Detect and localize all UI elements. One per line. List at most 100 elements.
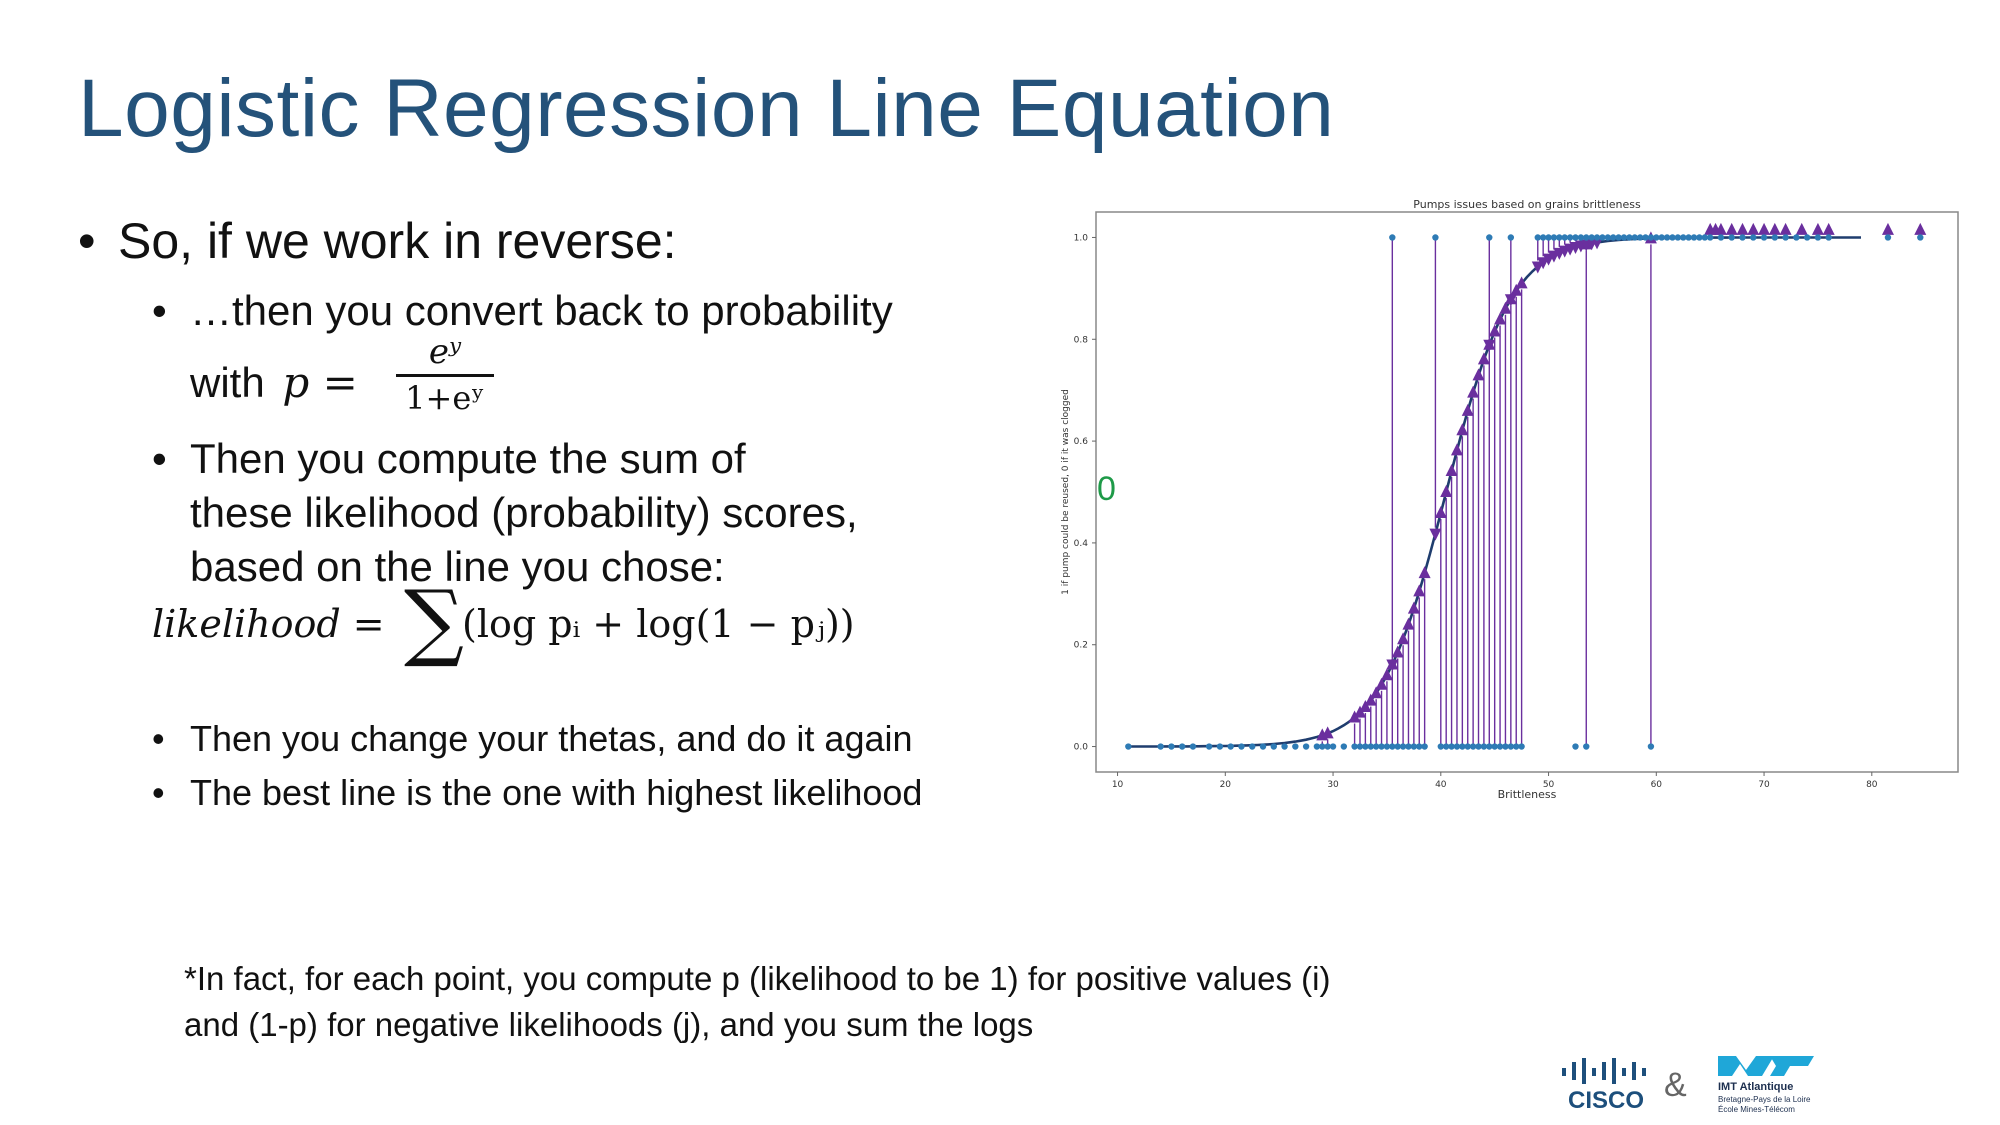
data-point-y0 (1491, 743, 1498, 750)
triangle-up-marker (1747, 222, 1760, 235)
data-point-y0 (1324, 743, 1331, 750)
data-point-y1 (1917, 234, 1924, 241)
data-point-y0 (1189, 743, 1197, 750)
data-point-y0 (1319, 743, 1326, 750)
triangle-up-marker (1380, 668, 1393, 681)
triangle-up-marker (1370, 686, 1383, 699)
cisco-wordmark: CISCO (1568, 1087, 1644, 1110)
data-point-y1 (1696, 234, 1703, 241)
likelihood-formula: likelihood = ∑ (log pᵢ + log(1 − pⱼ)) (152, 572, 855, 670)
data-point-y1 (1556, 234, 1563, 241)
triangle-up-marker (1499, 301, 1512, 314)
triangle-up-marker (1822, 222, 1835, 235)
data-point-y0 (1168, 743, 1175, 750)
triangle-up-marker (1881, 222, 1894, 235)
data-point-y1 (1690, 234, 1698, 241)
data-point-y0 (1405, 743, 1412, 750)
data-point-y1 (1561, 234, 1568, 241)
data-point-y1 (1593, 234, 1601, 241)
data-point-y0 (1179, 743, 1186, 750)
triangle-down-marker (1429, 528, 1442, 541)
data-point-y1 (1642, 234, 1649, 241)
data-point-y0 (1292, 743, 1299, 750)
data-point-y0 (1394, 743, 1401, 750)
data-point-y1 (1728, 234, 1735, 241)
data-point-y1 (1539, 234, 1547, 241)
sub-bullet-2-line1: Then you compute the sum of (190, 435, 746, 482)
bullet-dot: • (152, 287, 167, 334)
data-point-y0 (1205, 743, 1213, 750)
triangle-up-marker (1418, 566, 1431, 579)
data-point-y1 (1825, 234, 1832, 241)
data-point-y0 (1513, 743, 1520, 750)
data-point-y1 (1680, 234, 1687, 241)
data-point-y1 (1669, 234, 1676, 241)
data-point-y0 (1464, 743, 1471, 750)
triangle-up-marker (1359, 700, 1372, 713)
y-tick-label: 1.0 (1074, 233, 1089, 243)
data-point-y0 (1410, 743, 1418, 750)
imt-line1: IMT Atlantique (1718, 1081, 1793, 1093)
data-point-y0 (1507, 743, 1515, 750)
data-point-y1 (1663, 234, 1671, 241)
data-point-y1 (1604, 234, 1612, 241)
data-point-y0 (1647, 743, 1655, 750)
sub-bullet-2-line3: based on the line you chose: (190, 543, 725, 590)
main-bullet-text: So, if we work in reverse: (118, 213, 677, 269)
footnote-line2: and (1-p) for negative likelihoods (j), … (184, 1006, 1034, 1043)
data-point-y0 (1469, 743, 1477, 750)
data-point-y1 (1615, 234, 1622, 241)
x-tick-label: 20 (1220, 780, 1232, 790)
data-point-y0 (1362, 743, 1369, 750)
triangle-up-marker (1736, 222, 1749, 235)
data-point-y1 (1782, 234, 1789, 241)
data-point-y1 (1685, 234, 1692, 241)
data-point-y1 (1814, 234, 1822, 241)
data-point-y1 (1647, 234, 1655, 241)
y-tick-label: 0.6 (1074, 437, 1089, 447)
data-point-y1 (1534, 234, 1541, 241)
bullet-dot: • (152, 435, 167, 482)
data-point-y0 (1125, 743, 1132, 750)
data-point-y1 (1653, 234, 1660, 241)
triangle-up-marker (1477, 352, 1490, 365)
triangle-up-marker (1488, 324, 1501, 337)
imt-atlantique-logo: IMT Atlantique Bretagne-Pays de la Loire… (1718, 1056, 1814, 1114)
data-point-y1 (1486, 234, 1493, 241)
triangle-up-marker (1768, 222, 1781, 235)
triangle-up-marker (1456, 423, 1469, 436)
triangle-up-marker (1714, 222, 1727, 235)
triangle-up-marker (1914, 222, 1927, 235)
triangle-up-marker (1364, 693, 1377, 706)
data-point-y0 (1518, 743, 1525, 750)
data-point-y0 (1313, 743, 1321, 750)
triangle-up-marker (1434, 505, 1447, 518)
cisco-logo: CISCO (1562, 1058, 1646, 1110)
data-point-y1 (1750, 234, 1757, 241)
footnote-line1: *In fact, for each point, you compute p … (184, 960, 1331, 997)
data-point-y0 (1216, 743, 1224, 750)
x-tick-label: 60 (1651, 780, 1663, 790)
sub-bullet-3-text: Then you change your thetas, and do it a… (190, 718, 913, 759)
data-point-y1 (1507, 234, 1515, 241)
triangle-up-marker (1445, 464, 1458, 477)
triangle-up-marker (1515, 276, 1528, 289)
data-point-y0 (1383, 743, 1391, 750)
triangle-up-marker (1795, 222, 1808, 235)
triangle-up-marker (1467, 385, 1480, 398)
triangle-up-marker (1472, 368, 1485, 381)
data-point-y0 (1459, 743, 1466, 750)
triangle-up-marker (1725, 222, 1738, 235)
data-point-y0 (1448, 743, 1455, 750)
data-point-y0 (1442, 743, 1450, 750)
green-zero-annotation: 0 (1097, 470, 1116, 508)
triangle-up-marker (1397, 632, 1410, 645)
triangle-up-marker (1321, 726, 1334, 739)
data-point-y0 (1389, 743, 1396, 750)
data-point-y0 (1372, 743, 1380, 750)
data-point-y1 (1599, 234, 1606, 241)
x-tick-label: 40 (1435, 780, 1447, 790)
y-axis-label: 1 if pump could be reused, 0 if it was c… (1061, 389, 1071, 595)
data-point-y0 (1281, 743, 1288, 750)
x-tick-label: 70 (1758, 780, 1770, 790)
